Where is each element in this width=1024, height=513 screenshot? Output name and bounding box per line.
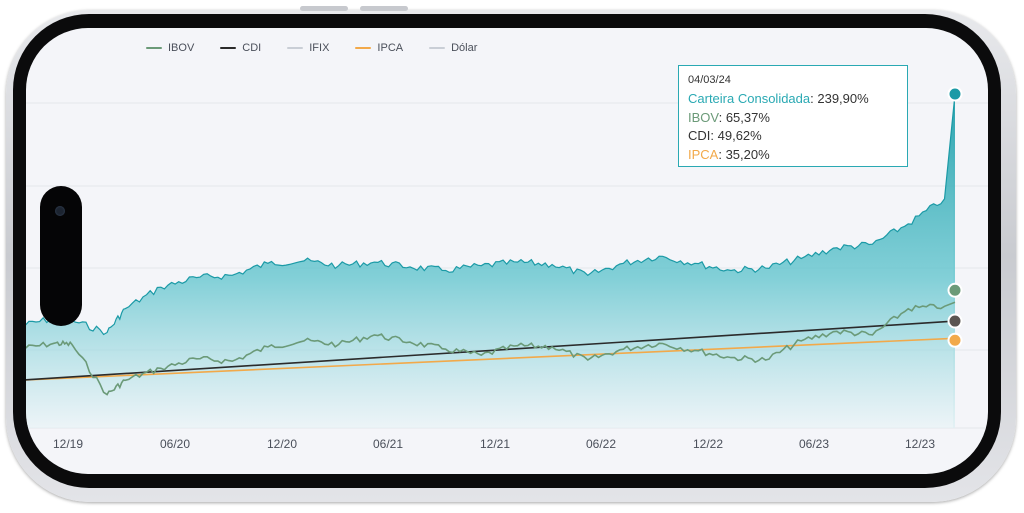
tooltip-row-ibov: IBOV: 65,37%: [688, 109, 898, 128]
legend-item-cdi[interactable]: CDI: [220, 40, 261, 56]
tooltip-separator: :: [710, 128, 718, 143]
tooltip-series-name: Carteira Consolidada: [688, 91, 811, 106]
tooltip-separator: :: [810, 91, 818, 106]
x-tick-label: 12/19: [53, 437, 83, 451]
series-area-carteira: [26, 94, 955, 428]
tooltip-series-value: 239,90%: [817, 91, 869, 106]
x-tick-label: 06/20: [160, 437, 190, 451]
tooltip-date: 04/03/24: [688, 74, 731, 86]
legend-label: CDI: [242, 42, 262, 54]
end-marker-ibov: [947, 282, 963, 298]
tooltip-series-value: 35,20%: [725, 146, 770, 162]
tooltip-series-value: 49,62%: [717, 128, 762, 143]
tooltip-series-name: CDI: [688, 128, 711, 143]
end-marker-cdi: [947, 313, 963, 329]
legend-label: IFIX: [309, 42, 330, 54]
series-line-carteira: [26, 93, 956, 336]
series-line-ibov: [26, 301, 956, 396]
end-marker-ipca: [947, 332, 963, 348]
legend-swatch: [220, 47, 237, 49]
chart-tooltip: 04/03/24 Carteira Consolidada: 239,90% I…: [678, 65, 908, 167]
series-line-ipca: [26, 337, 956, 382]
series-line-cdi: [26, 320, 956, 382]
camera-icon: [55, 206, 65, 216]
tooltip-series-name: IBOV: [688, 109, 719, 125]
x-tick-label: 06/23: [799, 437, 829, 451]
dynamic-island: [40, 186, 82, 326]
legend-label: Dólar: [451, 42, 478, 54]
legend-item-ifix[interactable]: IFIX: [287, 40, 329, 56]
legend-swatch: [146, 47, 162, 49]
tooltip-row-carteira: Carteira Consolidada: 239,90%: [688, 90, 898, 109]
x-tick-label: 06/22: [586, 437, 616, 451]
chart-legend: IBOV CDI IFIX IPCA Dólar: [146, 40, 477, 56]
side-button: [360, 6, 408, 11]
legend-item-ipca[interactable]: IPCA: [355, 40, 403, 56]
x-tick-label: 12/23: [905, 437, 935, 451]
x-tick-label: 06/21: [373, 437, 403, 451]
tooltip-row-cdi: CDI: 49,62%: [688, 127, 898, 146]
legend-item-dolar[interactable]: Dólar: [429, 40, 477, 56]
legend-swatch: [355, 47, 372, 49]
legend-label: IPCA: [377, 42, 404, 54]
x-tick-label: 12/22: [693, 437, 723, 451]
end-marker-carteira: [947, 86, 963, 102]
tooltip-separator: :: [718, 146, 726, 162]
legend-swatch: [287, 47, 304, 49]
legend-swatch: [429, 47, 446, 49]
x-tick-label: 12/20: [267, 437, 297, 451]
legend-item-ibov[interactable]: IBOV: [146, 40, 194, 56]
legend-label: IBOV: [168, 42, 195, 54]
plot-area: 12/19 06/20 12/20 06/21 12/21 06/22 12/22 06/23…: [26, 86, 988, 451]
x-tick-label: 12/21: [480, 437, 510, 451]
tooltip-series-name: IPCA: [688, 146, 719, 162]
tooltip-row-ipca: IPCA: 35,20%: [688, 146, 898, 165]
tooltip-series-value: 65,37%: [725, 109, 770, 125]
side-button: [300, 6, 348, 11]
tooltip-separator: :: [718, 109, 726, 125]
